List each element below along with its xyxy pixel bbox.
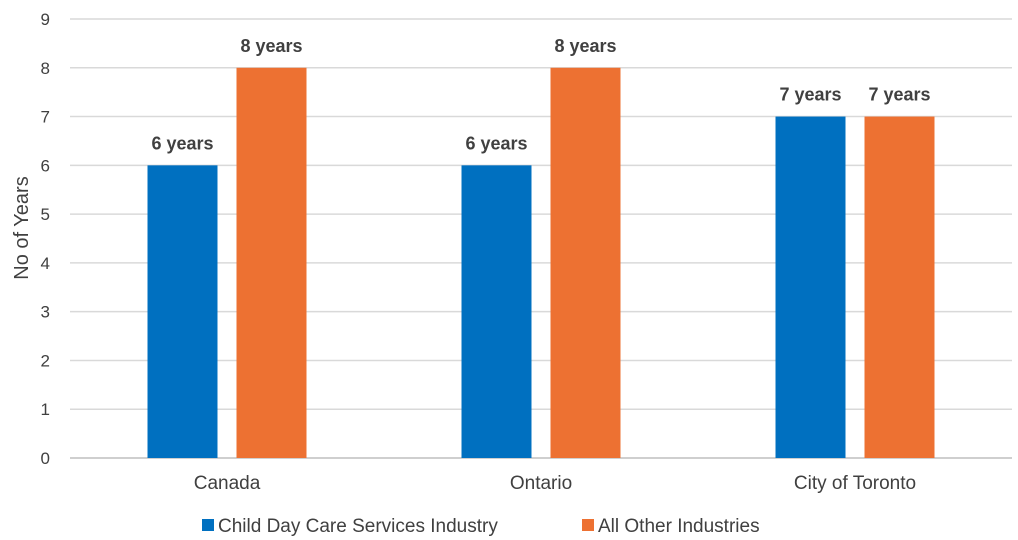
legend-swatch — [202, 519, 214, 531]
y-tick-label: 0 — [41, 449, 50, 468]
bar-city-of-toronto-series-2 — [864, 116, 935, 459]
y-tick-label: 5 — [41, 205, 50, 224]
legend-label: Child Day Care Services Industry — [218, 516, 498, 537]
data-label: 8 years — [240, 36, 302, 56]
bar-ontario-series-1 — [461, 165, 532, 459]
data-label: 8 years — [554, 36, 616, 56]
y-tick-label: 3 — [41, 303, 50, 322]
bar-ontario-series-2 — [550, 67, 621, 459]
y-axis-title: No of Years — [11, 176, 33, 279]
data-label: 6 years — [465, 133, 527, 153]
legend-label: All Other Industries — [598, 516, 760, 537]
x-category-label: Canada — [194, 473, 261, 494]
y-tick-label: 4 — [41, 254, 50, 273]
x-axis-categories: Canada Ontario City of Toronto — [194, 473, 916, 494]
y-tick-label: 9 — [41, 10, 50, 29]
x-category-label: Ontario — [510, 473, 572, 494]
bars — [147, 67, 935, 459]
bar-canada-series-2 — [236, 67, 307, 459]
y-tick-label: 2 — [41, 351, 50, 370]
y-tick-label: 1 — [41, 400, 50, 419]
data-labels: 6 years 8 years 6 years 8 years 7 years 7 yea… — [151, 36, 930, 154]
bar-city-of-toronto-series-1 — [775, 116, 846, 459]
y-axis-ticks: 0 1 2 3 4 5 6 7 8 9 — [41, 10, 50, 468]
y-tick-label: 7 — [41, 108, 50, 127]
gridlines — [70, 18, 1012, 459]
data-label: 7 years — [868, 85, 930, 105]
legend: Child Day Care Services Industry All Othe… — [202, 516, 760, 537]
y-tick-label: 8 — [41, 59, 50, 78]
bar-canada-series-1 — [147, 165, 218, 459]
x-category-label: City of Toronto — [794, 473, 916, 494]
legend-swatch — [582, 519, 594, 531]
data-label: 6 years — [151, 133, 213, 153]
data-label: 7 years — [779, 85, 841, 105]
y-tick-label: 6 — [41, 156, 50, 175]
